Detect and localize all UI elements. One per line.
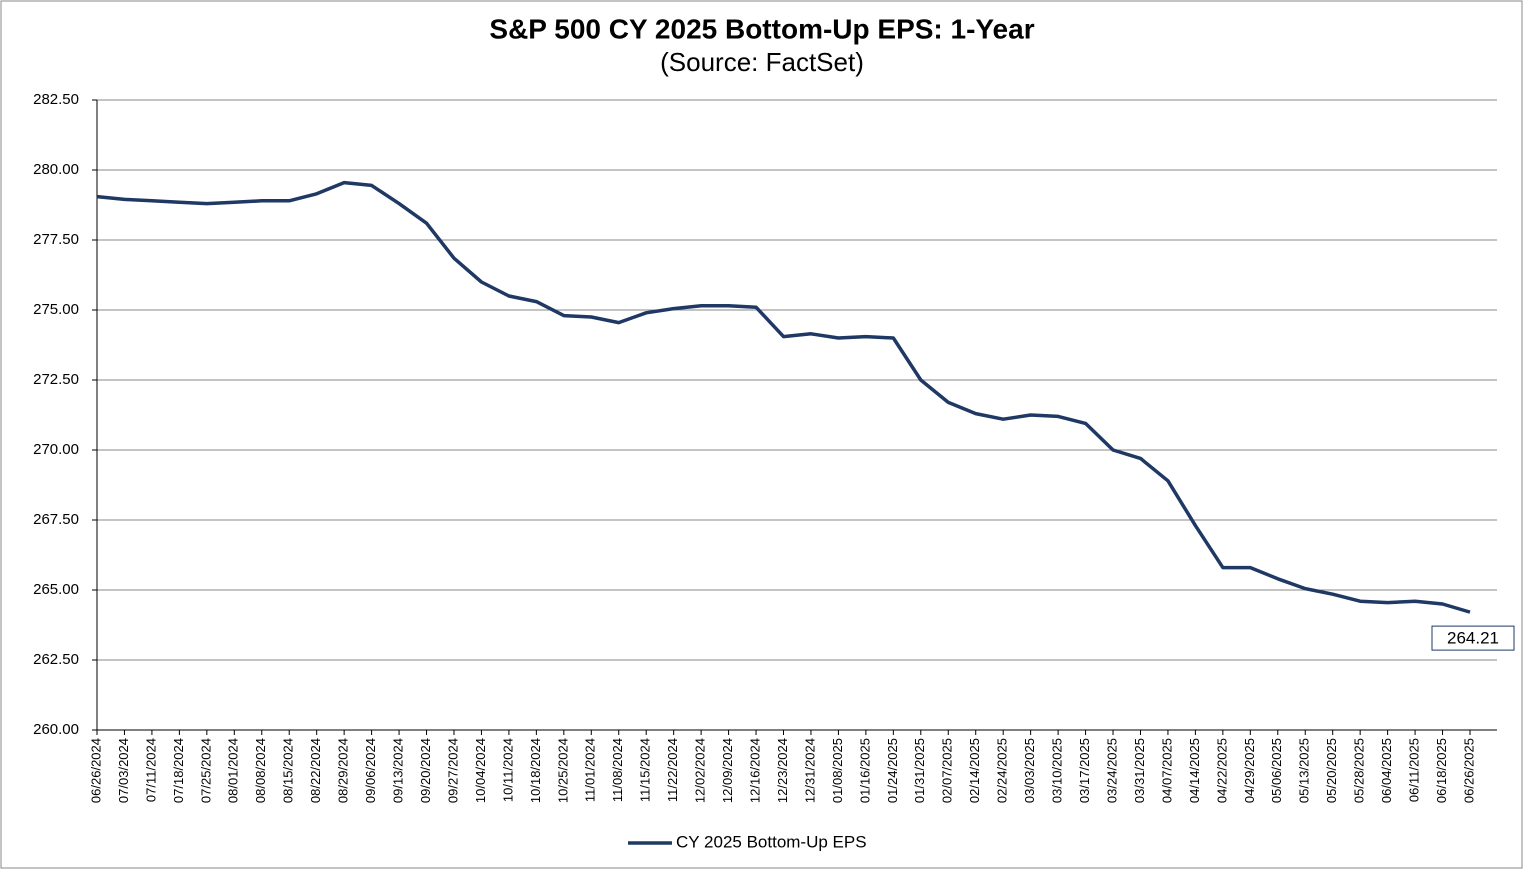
x-tick-label: 02/07/2025 (940, 738, 955, 803)
x-tick-label: 05/13/2025 (1297, 738, 1312, 803)
x-tick-label: 06/11/2025 (1407, 738, 1422, 802)
y-tick-label: 260.00 (33, 721, 79, 738)
x-tick-label: 04/07/2025 (1159, 738, 1174, 803)
x-tick-label: 09/13/2024 (390, 738, 405, 803)
x-tick-label: 11/22/2024 (665, 738, 680, 802)
x-tick-label: 12/02/2024 (693, 738, 708, 803)
y-tick-label: 265.00 (33, 581, 79, 598)
x-tick-label: 06/18/2025 (1434, 738, 1449, 803)
x-tick-label: 12/09/2024 (720, 738, 735, 803)
x-tick-label: 12/31/2024 (802, 738, 817, 803)
y-tick-label: 280.00 (33, 161, 79, 178)
x-tick-label: 07/25/2024 (198, 738, 213, 803)
y-tick-label: 267.50 (33, 511, 79, 528)
x-tick-label: 01/16/2025 (857, 738, 872, 803)
x-tick-label: 08/22/2024 (308, 738, 323, 803)
y-tick-label: 270.00 (33, 441, 79, 458)
x-tick-label: 12/23/2024 (775, 738, 790, 803)
x-tick-label: 07/11/2024 (143, 738, 158, 802)
chart-subtitle: (Source: FactSet) (660, 47, 864, 77)
x-tick-label: 02/24/2025 (995, 738, 1010, 803)
x-tick-label: 07/18/2024 (171, 738, 186, 803)
x-tick-label: 04/14/2025 (1187, 738, 1202, 803)
legend-label: CY 2025 Bottom-Up EPS (676, 832, 867, 851)
x-tick-label: 12/16/2024 (747, 738, 762, 803)
x-tick-label: 10/04/2024 (473, 738, 488, 803)
x-tick-label: 02/14/2025 (967, 738, 982, 803)
x-tick-label: 05/28/2025 (1352, 738, 1367, 803)
x-tick-label: 08/01/2024 (226, 738, 241, 803)
x-tick-label: 03/24/2025 (1104, 738, 1119, 803)
x-tick-label: 06/26/2024 (88, 738, 103, 803)
x-tick-label: 03/03/2025 (1022, 738, 1037, 803)
x-tick-label: 09/06/2024 (363, 738, 378, 803)
x-tick-label: 01/31/2025 (912, 738, 927, 803)
x-tick-label: 04/29/2025 (1242, 738, 1257, 803)
y-tick-label: 272.50 (33, 371, 79, 388)
x-tick-label: 11/01/2024 (583, 738, 598, 802)
x-tick-label: 10/18/2024 (528, 738, 543, 803)
data-label: 264.21 (1447, 629, 1499, 648)
y-tick-label: 277.50 (33, 231, 79, 248)
x-tick-label: 04/22/2025 (1214, 738, 1229, 803)
x-tick-label: 01/24/2025 (885, 738, 900, 803)
x-tick-label: 08/29/2024 (336, 738, 351, 803)
data-line (96, 180, 1471, 614)
y-tick-label: 282.50 (33, 91, 79, 108)
chart-title: S&P 500 CY 2025 Bottom-Up EPS: 1-Year (489, 13, 1034, 44)
x-tick-label: 05/20/2025 (1324, 738, 1339, 803)
x-tick-label: 11/08/2024 (610, 738, 625, 802)
y-tick-label: 262.50 (33, 651, 79, 668)
x-tick-label: 01/08/2025 (830, 738, 845, 803)
x-tick-label: 03/10/2025 (1050, 738, 1065, 803)
x-tick-label: 03/31/2025 (1132, 738, 1147, 803)
data-label-box (1431, 625, 1515, 651)
x-tick-label: 06/04/2025 (1379, 738, 1394, 803)
x-tick-label: 08/08/2024 (253, 738, 268, 803)
x-tick-label: 06/26/2025 (1461, 738, 1476, 803)
x-tick-label: 09/27/2024 (445, 738, 460, 803)
x-tick-label: 10/25/2024 (555, 738, 570, 803)
x-tick-label: 05/06/2025 (1269, 738, 1284, 803)
x-tick-label: 07/03/2024 (116, 738, 131, 803)
x-tick-label: 10/11/2024 (500, 738, 515, 802)
x-tick-label: 08/15/2024 (281, 738, 296, 803)
x-tick-label: 11/15/2024 (638, 738, 653, 802)
x-tick-label: 03/17/2025 (1077, 738, 1092, 803)
x-tick-label: 09/20/2024 (418, 738, 433, 803)
y-tick-label: 275.00 (33, 301, 79, 318)
